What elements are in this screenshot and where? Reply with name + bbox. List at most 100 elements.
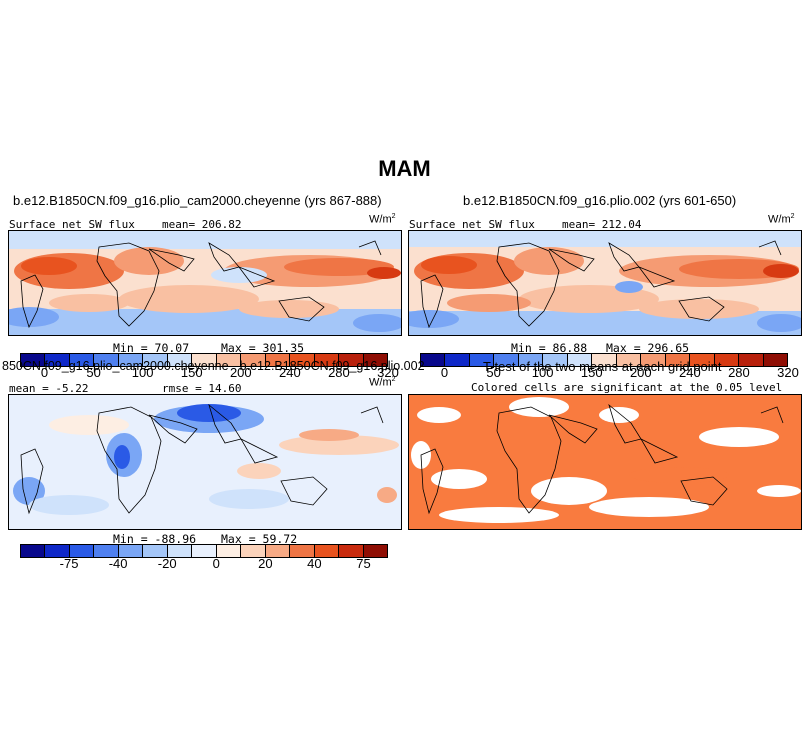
colorbar-swatch	[265, 354, 291, 366]
colorbar-swatch	[665, 354, 691, 366]
colorbar-swatch	[216, 545, 242, 557]
panel-tl-map	[8, 230, 402, 336]
panel-tr-map-svg	[409, 231, 801, 335]
colorbar-swatch	[494, 354, 519, 366]
colorbar-swatch	[192, 354, 217, 366]
colorbar-tick-label: 240	[279, 365, 301, 380]
panel-bl-case-title: 850CN.f09_g16.plio_cam2000.cheyenne - b.…	[2, 359, 425, 373]
colorbar-swatch	[241, 545, 266, 557]
panel-tl-min: Min = 70.07	[113, 341, 190, 355]
colorbar-swatch	[592, 354, 617, 366]
colorbar-tick-label: 0	[40, 365, 49, 380]
panel-bl-colorbar-labels: -75 -40 -20 0 20 40 75	[20, 556, 388, 572]
colorbar-tick-label: 40	[307, 556, 322, 571]
colorbar-tick-label: 20	[258, 556, 273, 571]
colorbar-swatch	[21, 354, 46, 366]
colorbar-swatch	[363, 354, 388, 366]
panel-br-map	[408, 394, 802, 530]
panel-bl-colorbar	[20, 544, 388, 558]
colorbar-swatch	[763, 354, 788, 366]
colorbar-tick-label: 240	[679, 365, 701, 380]
colorbar-tick-label: -40	[108, 556, 128, 571]
panel-tr-min: Min = 86.88	[511, 341, 588, 355]
panel-tr-variable: Surface net SW flux	[409, 218, 535, 231]
colorbar-tick-label: 0	[440, 365, 449, 380]
colorbar-swatch	[45, 545, 70, 557]
panel-tr-colorbar-bar	[420, 353, 788, 367]
panel-tl-colorbar	[20, 353, 388, 367]
panel-br-subtitle: Colored cells are significant at the 0.0…	[471, 381, 783, 394]
colorbar-swatch	[714, 354, 740, 366]
panel-tr-colorbar-labels: 0 50 100 150 200 240 280 320	[420, 365, 799, 381]
colorbar-swatch	[265, 545, 291, 557]
panel-tr-case-title: b.e12.B1850CN.f09_g16.plio.002 (yrs 601-…	[463, 193, 737, 208]
colorbar-tick-label: 150	[580, 365, 603, 380]
colorbar-swatch	[45, 354, 70, 366]
colorbar-tick-label: 200	[629, 365, 652, 380]
panel-bl-min: Min = -88.96	[113, 532, 197, 546]
colorbar-swatch	[241, 354, 266, 366]
colorbar-tick-label: 100	[531, 365, 554, 380]
panel-tr-colorbar	[420, 353, 788, 367]
colorbar-swatch	[290, 354, 315, 366]
colorbar-tick-label: -20	[157, 556, 177, 571]
colorbar-swatch	[616, 354, 642, 366]
colorbar-swatch	[118, 354, 144, 366]
colorbar-tick-label: 320	[377, 365, 399, 380]
panel-tl-mean: mean= 206.82	[162, 218, 242, 231]
panel-tr-units: W/m2	[768, 213, 795, 226]
colorbar-swatch	[339, 545, 364, 557]
colorbar-swatch	[94, 354, 119, 366]
panel-tl-variable: Surface net SW flux	[9, 218, 135, 231]
panel-tl-max: Max = 301.35	[221, 341, 305, 355]
colorbar-swatch	[543, 354, 568, 366]
colorbar-tick-label: 0	[212, 556, 220, 571]
panel-bl-mean: mean = -5.22	[9, 382, 89, 395]
panel-bl-colorbar-bar	[20, 544, 388, 558]
figure-title: MAM	[378, 156, 431, 181]
colorbar-swatch	[641, 354, 666, 366]
colorbar-swatch	[363, 545, 388, 557]
colorbar-swatch	[118, 545, 144, 557]
colorbar-swatch	[421, 354, 446, 366]
colorbar-swatch	[739, 354, 764, 366]
colorbar-tick-label: 100	[131, 365, 154, 380]
colorbar-swatch	[690, 354, 715, 366]
colorbar-swatch	[69, 354, 95, 366]
colorbar-swatch	[21, 545, 46, 557]
panel-bl-map-svg	[9, 395, 401, 529]
colorbar-swatch	[469, 354, 495, 366]
colorbar-swatch	[167, 545, 193, 557]
colorbar-swatch	[216, 354, 242, 366]
panel-bl-max: Max = 59.72	[221, 532, 298, 546]
colorbar-swatch	[69, 545, 95, 557]
panel-bl-map	[8, 394, 402, 530]
colorbar-tick-label: 50	[486, 365, 501, 380]
colorbar-tick-label: 200	[229, 365, 252, 380]
colorbar-swatch	[192, 545, 217, 557]
panel-tl-colorbar-bar	[20, 353, 388, 367]
panel-tr-mean: mean= 212.04	[562, 218, 642, 231]
colorbar-tick-label: 50	[86, 365, 101, 380]
panel-tr-max: Max = 296.65	[606, 341, 690, 355]
colorbar-swatch	[339, 354, 364, 366]
panel-bl-units: W/m2	[369, 376, 396, 389]
colorbar-swatch	[143, 545, 168, 557]
panel-tl-map-svg	[9, 231, 401, 335]
colorbar-swatch	[167, 354, 193, 366]
colorbar-swatch	[518, 354, 544, 366]
colorbar-swatch	[314, 354, 340, 366]
panel-tl-colorbar-labels: 0 50 100 150 200 240 280 320	[20, 365, 399, 381]
colorbar-tick-label: 280	[328, 365, 350, 380]
colorbar-swatch	[290, 545, 315, 557]
colorbar-tick-label: 320	[777, 365, 799, 380]
colorbar-swatch	[94, 545, 119, 557]
panel-tr-map	[408, 230, 802, 336]
panel-tl-case-title: b.e12.B1850CN.f09_g16.plio_cam2000.cheye…	[13, 193, 382, 208]
panel-bl-rmse: rmse = 14.60	[162, 382, 242, 395]
colorbar-swatch	[445, 354, 470, 366]
colorbar-tick-label: -75	[59, 556, 79, 571]
colorbar-tick-label: 280	[728, 365, 750, 380]
panel-tl-units: W/m2	[369, 213, 396, 226]
panel-br-case-title: T-test of the two means at each grid poi…	[483, 359, 722, 374]
